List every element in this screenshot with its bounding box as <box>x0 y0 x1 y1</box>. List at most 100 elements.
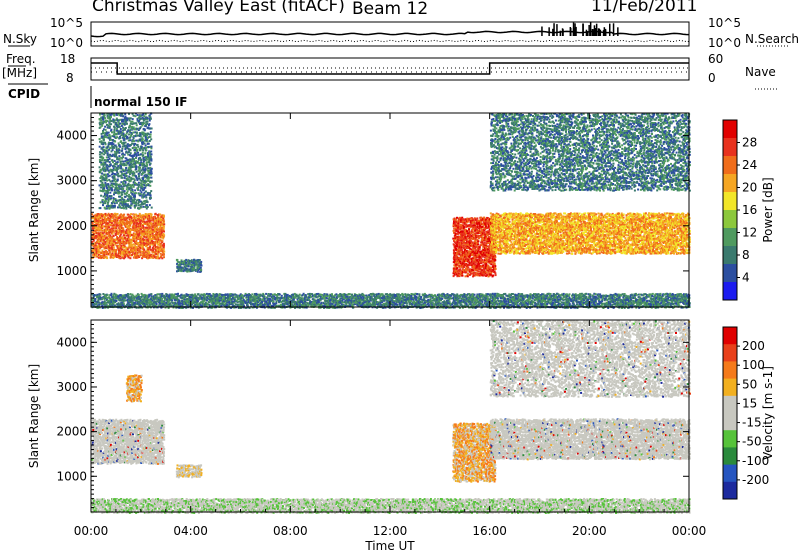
scatter-cell <box>157 255 159 257</box>
scatter-cell <box>163 226 165 228</box>
scatter-cell <box>150 118 152 120</box>
scatter-cell <box>114 160 116 162</box>
scatter-cell <box>156 226 158 228</box>
scatter-cell <box>123 139 125 141</box>
scatter-cell <box>136 149 138 151</box>
scatter-cell <box>103 139 105 141</box>
scatter-cell <box>98 241 100 243</box>
scatter-cell <box>110 197 112 199</box>
scatter-cell <box>154 243 156 245</box>
scatter-cell <box>134 198 136 200</box>
scatter-cell <box>129 225 131 227</box>
scatter-cell <box>99 207 101 209</box>
scatter-cell <box>147 206 149 208</box>
scatter-cell <box>143 249 145 251</box>
scatter-cell <box>150 134 152 136</box>
scatter-cell <box>125 142 127 144</box>
scatter-cell <box>122 255 124 257</box>
scatter-cell <box>109 234 111 236</box>
scatter-cell <box>116 202 118 204</box>
scatter-cell <box>138 182 140 184</box>
scatter-cell <box>149 252 151 254</box>
scatter-cell <box>110 164 112 166</box>
scatter-cell <box>155 213 157 215</box>
scatter-cell <box>113 197 115 199</box>
scatter-cell <box>163 251 165 253</box>
scatter-cell <box>112 173 114 175</box>
scatter-cell <box>111 222 113 224</box>
scatter-cell <box>150 190 152 192</box>
scatter-cell <box>161 240 163 242</box>
scatter-cell <box>132 194 134 196</box>
scatter-cell <box>123 214 125 216</box>
scatter-cell <box>114 141 116 143</box>
scatter-cell <box>119 146 121 148</box>
scatter-cell <box>113 147 115 149</box>
scatter-cell <box>107 168 109 170</box>
scatter-cell <box>99 138 101 140</box>
scatter-cell <box>134 143 136 145</box>
scatter-cell <box>116 122 118 124</box>
scatter-cell <box>107 145 109 147</box>
scatter-cell <box>121 249 123 251</box>
scatter-cell <box>136 124 138 126</box>
scatter-cell <box>150 163 152 165</box>
scatter-cell <box>136 171 138 173</box>
scatter-cell <box>99 166 101 168</box>
scatter-cell <box>125 208 127 210</box>
scatter-cell <box>106 156 108 158</box>
scatter-cell <box>145 195 147 197</box>
scatter-cell <box>127 137 129 139</box>
scatter-cell <box>118 175 120 177</box>
scatter-cell <box>115 253 117 255</box>
scatter-cell <box>111 247 113 249</box>
scatter-cell <box>117 161 119 163</box>
scatter-cell <box>102 131 104 133</box>
scatter-cell <box>103 244 105 246</box>
scatter-cell <box>107 152 109 154</box>
scatter-cell <box>119 159 121 161</box>
scatter-cell <box>106 180 108 182</box>
noise-spike <box>595 30 597 37</box>
scatter-cell <box>141 191 143 193</box>
scatter-cell <box>109 175 111 177</box>
scatter-cell <box>104 126 106 128</box>
scatter-cell <box>138 186 140 188</box>
scatter-cell <box>147 176 149 178</box>
scatter-cell <box>113 246 115 248</box>
scatter-cell <box>106 120 108 122</box>
scatter-cell <box>137 152 139 154</box>
scatter-cell <box>100 195 102 197</box>
scatter-cell <box>145 113 147 115</box>
scatter-cell <box>163 231 165 233</box>
scatter-cell <box>104 115 106 117</box>
scatter-cell <box>142 154 144 156</box>
scatter-cell <box>131 205 133 207</box>
scatter-cell <box>150 158 152 160</box>
scatter-cell <box>121 125 123 127</box>
scatter-cell <box>143 226 145 228</box>
scatter-cell <box>121 150 123 152</box>
scatter-cell <box>116 146 118 148</box>
scatter-cell <box>137 114 139 116</box>
scatter-cell <box>128 183 130 185</box>
scatter-cell <box>151 168 153 170</box>
scatter-cell <box>125 127 127 129</box>
scatter-cell <box>109 161 111 163</box>
scatter-cell <box>100 119 102 121</box>
scatter-cell <box>140 206 142 208</box>
scatter-cell <box>106 177 108 179</box>
scatter-cell <box>132 118 134 120</box>
scatter-cell <box>102 119 104 121</box>
scatter-cell <box>150 131 152 133</box>
scatter-cell <box>150 151 152 153</box>
scatter-cell <box>134 179 136 181</box>
scatter-cell <box>105 129 107 131</box>
scatter-cell <box>145 149 147 151</box>
scatter-cell <box>99 114 101 116</box>
scatter-cell <box>133 172 135 174</box>
scatter-cell <box>133 186 135 188</box>
scatter-cell <box>120 234 122 236</box>
scatter-cell <box>127 214 129 216</box>
scatter-cell <box>151 153 153 155</box>
